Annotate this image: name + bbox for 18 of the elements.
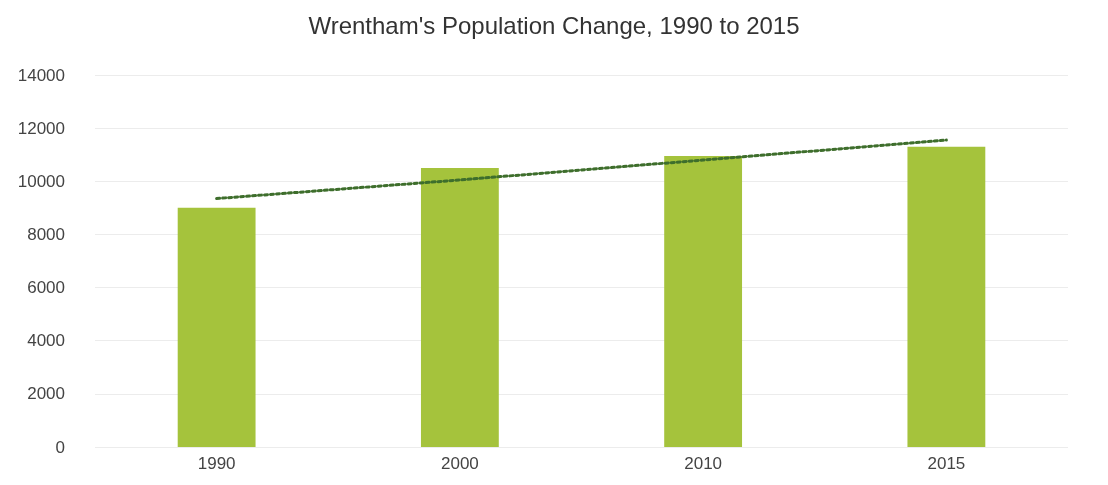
bar	[907, 146, 986, 447]
bar	[664, 156, 743, 447]
y-tick-label: 10000	[17, 171, 65, 191]
y-tick-label: 6000	[27, 278, 65, 298]
y-tick-label: 12000	[17, 118, 65, 138]
y-tick-label: 8000	[27, 224, 65, 244]
bar	[177, 207, 256, 447]
x-tick-label: 1990	[197, 454, 236, 473]
chart-title: Wrentham's Population Change, 1990 to 2015	[308, 11, 800, 39]
y-tick-label: 2000	[27, 384, 65, 404]
x-tick-label: 2015	[927, 454, 966, 473]
y-tick-label: 4000	[27, 331, 65, 351]
x-tick-label: 2000	[440, 454, 479, 473]
x-tick-label: 2010	[684, 454, 723, 473]
y-tick-label: 14000	[17, 65, 65, 85]
line-series	[215, 138, 948, 201]
y-tick-label: 0	[55, 437, 65, 457]
bar	[420, 168, 499, 447]
